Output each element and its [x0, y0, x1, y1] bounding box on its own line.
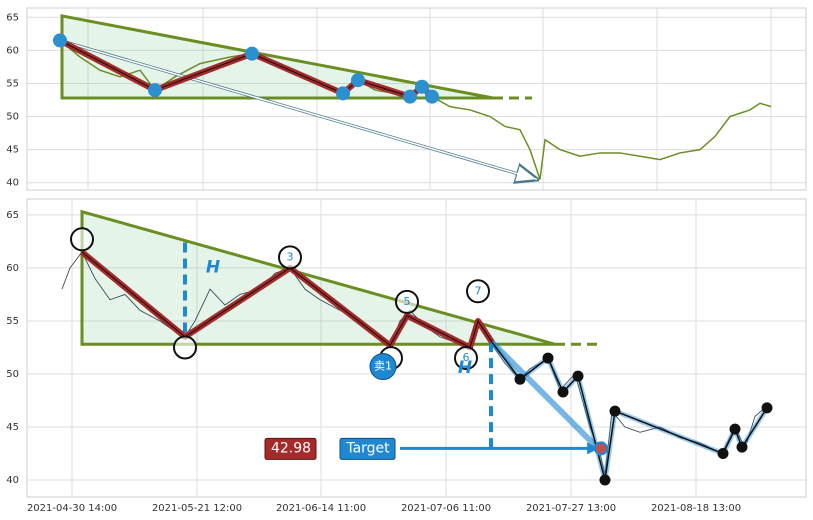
price-box — [264, 437, 317, 460]
y-tick-label: 65 — [6, 210, 19, 221]
h-label: H — [458, 358, 472, 378]
projection-dot — [729, 423, 741, 435]
y-tick-label: 50 — [6, 369, 19, 380]
pivot-circle — [395, 289, 419, 314]
y-tick-label: 55 — [6, 78, 19, 89]
pivot-label: 7 — [475, 284, 482, 297]
pivot-dot — [415, 79, 429, 94]
projection-dot — [736, 441, 748, 453]
pivot-circle — [466, 279, 490, 304]
pivot-circle — [173, 335, 197, 360]
x-tick-label: 2021-06-14 11:00 — [276, 503, 366, 514]
sell-marker — [369, 353, 397, 381]
h-label: H — [206, 257, 220, 277]
projection-dot — [542, 352, 554, 364]
y-tick-label: 40 — [6, 475, 19, 486]
x-tick-label: 2021-07-06 11:00 — [401, 503, 491, 514]
y-tick-label: 55 — [6, 316, 19, 327]
pivot-dot — [336, 86, 350, 101]
pivot-dot — [148, 83, 162, 98]
y-tick-label: 45 — [6, 422, 19, 433]
x-tick-label: 2021-07-27 13:00 — [526, 503, 616, 514]
projection-dot — [717, 448, 729, 460]
pivot-label: 6 — [463, 351, 470, 364]
pivot-circle — [454, 346, 478, 371]
pivot-dot — [351, 73, 365, 88]
sell-label: 卖1 — [374, 360, 392, 373]
projection-dot — [599, 474, 611, 486]
target-point — [594, 441, 608, 456]
arrow-inner — [59, 39, 538, 181]
x-tick-label: 2021-04-30 14:00 — [27, 503, 117, 514]
price-label: 42.98 — [271, 440, 311, 456]
target-box — [339, 437, 396, 460]
pivot-dot — [53, 33, 67, 48]
projection-dot — [572, 370, 584, 382]
target-path — [489, 340, 601, 451]
triangle — [60, 14, 494, 100]
y-tick-label: 45 — [6, 145, 19, 156]
y-tick-label: 50 — [6, 112, 19, 123]
pivot-circle — [278, 245, 302, 270]
x-tick-label: 2021-08-18 13:00 — [651, 503, 741, 514]
projection-dot — [557, 386, 569, 398]
pivot-label: 3 — [287, 250, 294, 263]
zigzag-core — [81, 251, 493, 349]
y-tick-label: 40 — [6, 178, 19, 189]
y-tick-label: 65 — [6, 12, 19, 23]
target-label: Target — [345, 440, 390, 456]
pivot-circle — [70, 227, 94, 252]
price-line — [59, 39, 772, 180]
pivot-dot — [403, 89, 417, 104]
triangle — [80, 209, 556, 346]
projection-dot — [514, 373, 526, 385]
projection-dot — [761, 402, 773, 414]
y-tick-label: 60 — [6, 45, 19, 56]
pivot-label: 5 — [404, 295, 411, 308]
y-tick-label: 60 — [6, 263, 19, 274]
pivot-dot — [425, 89, 439, 104]
pivot-dot — [245, 46, 259, 61]
projection-dot — [609, 405, 621, 417]
x-tick-label: 2021-05-21 12:00 — [152, 503, 242, 514]
